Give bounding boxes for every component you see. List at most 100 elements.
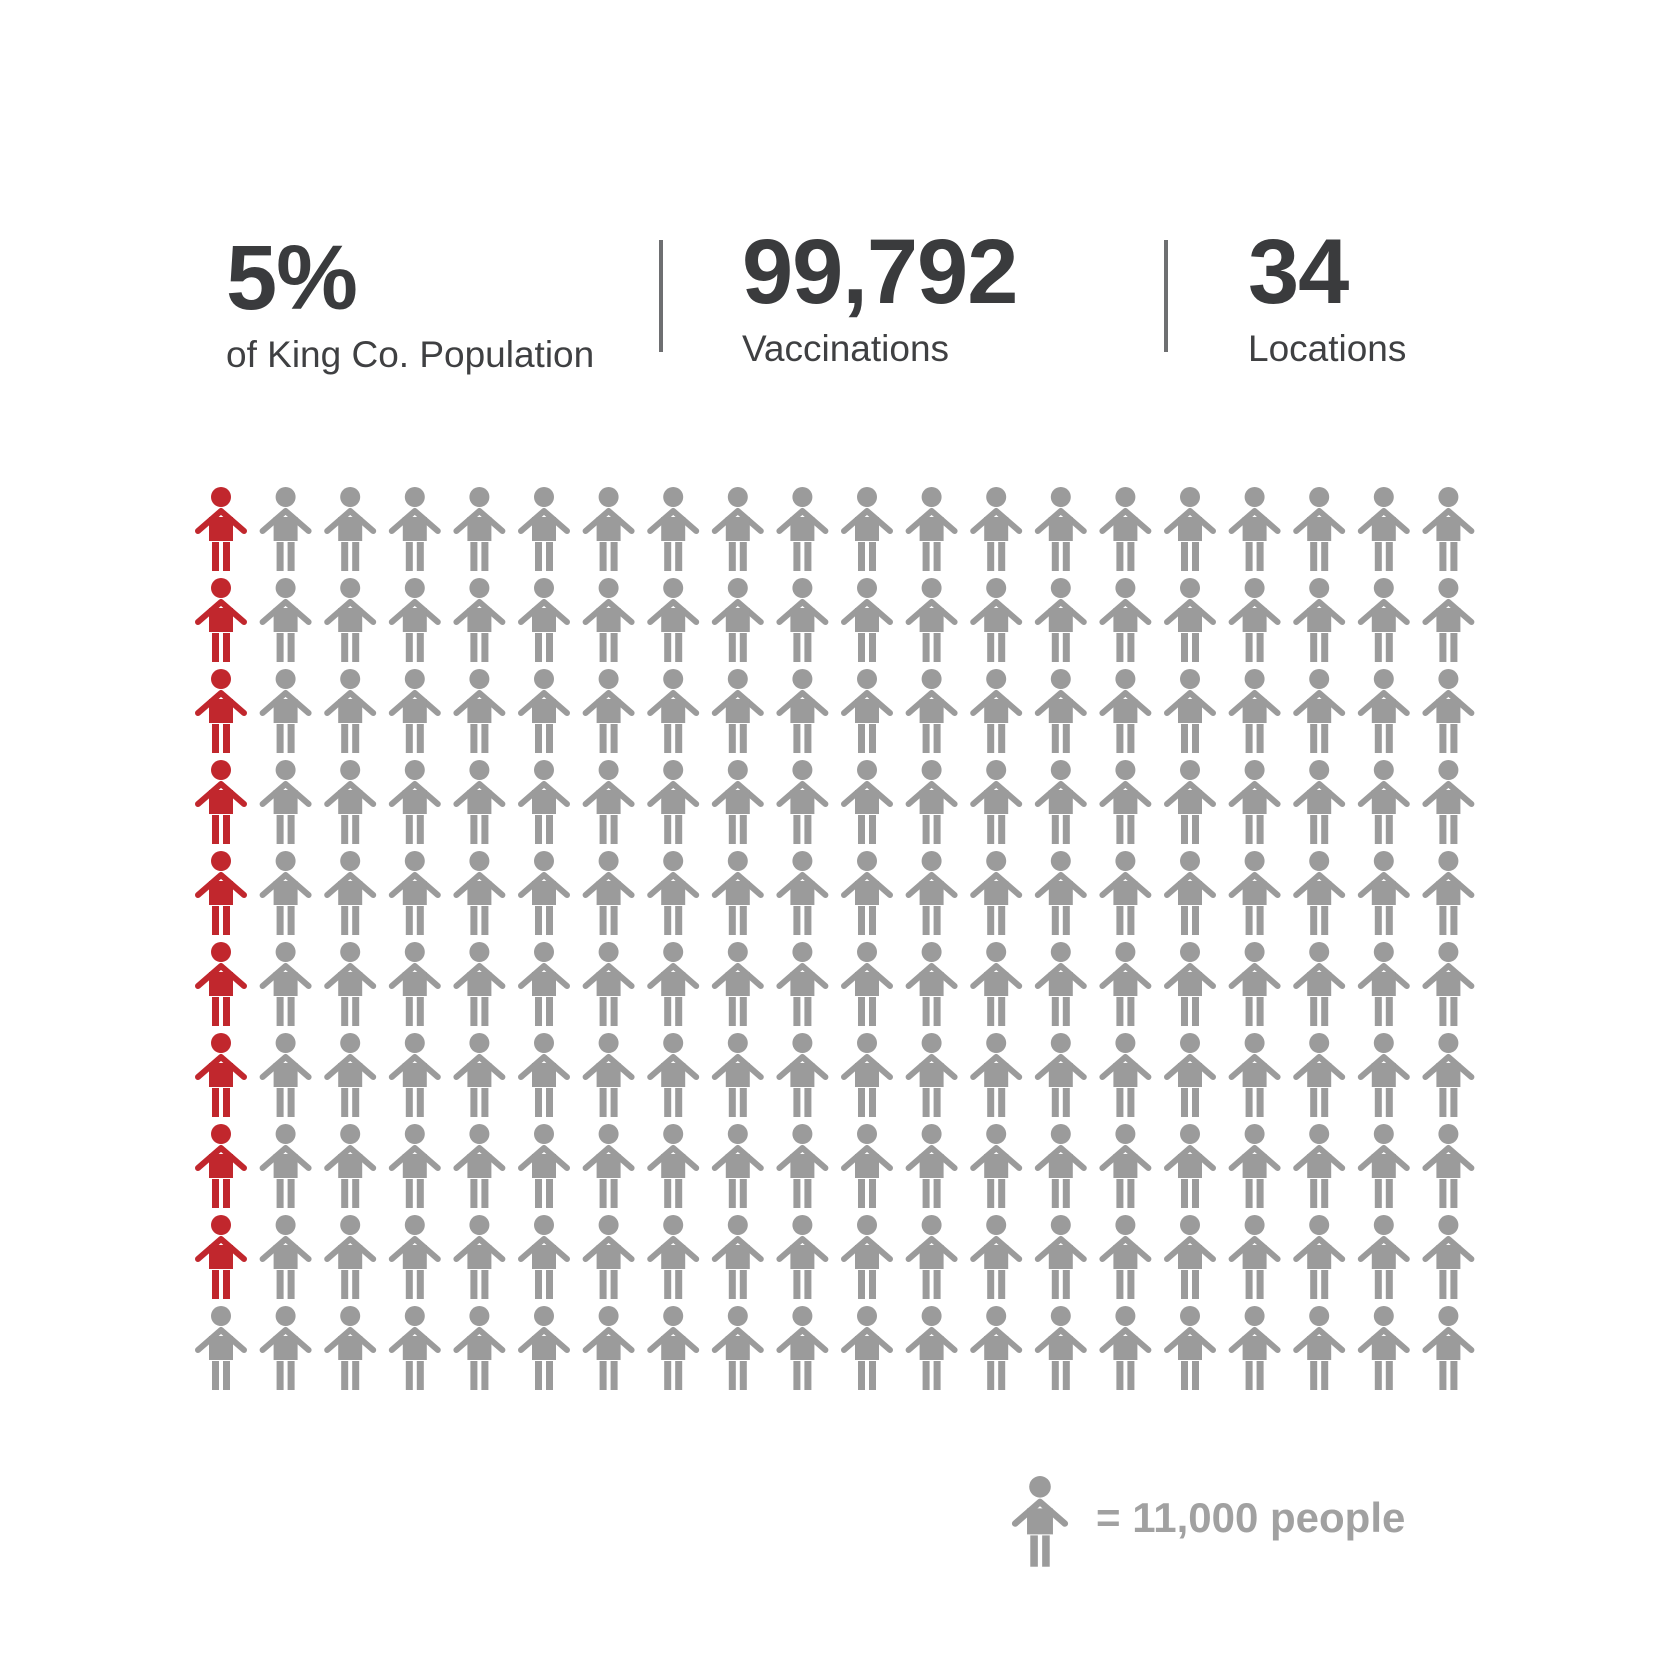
person-icon bbox=[259, 1033, 312, 1117]
person-icon bbox=[324, 487, 377, 571]
person-icon bbox=[1164, 760, 1216, 844]
person-icon bbox=[453, 851, 506, 935]
person-icon bbox=[1293, 578, 1346, 662]
person-icon bbox=[259, 851, 312, 935]
person-icon bbox=[1034, 1215, 1087, 1299]
person-icon bbox=[518, 851, 570, 935]
person-icon bbox=[582, 942, 635, 1026]
person-icon bbox=[1293, 1215, 1346, 1299]
person-icon bbox=[905, 669, 958, 753]
divider bbox=[659, 240, 663, 352]
person-icon bbox=[1293, 942, 1346, 1026]
person-icon bbox=[1034, 942, 1087, 1026]
person-icon bbox=[776, 760, 829, 844]
person-icon bbox=[259, 1215, 312, 1299]
person-icon bbox=[1164, 578, 1216, 662]
person-icon bbox=[1099, 851, 1152, 935]
person-icon bbox=[970, 1306, 1023, 1390]
person-icon bbox=[1099, 1033, 1152, 1117]
person-icon bbox=[1357, 851, 1410, 935]
person-icon bbox=[776, 1124, 829, 1208]
person-icon bbox=[841, 1124, 893, 1208]
person-icon bbox=[518, 1215, 570, 1299]
person-icon bbox=[1293, 487, 1346, 571]
person-icon bbox=[582, 1215, 635, 1299]
stat-locations: 34 Locations bbox=[1248, 226, 1406, 367]
person-icon bbox=[841, 760, 893, 844]
person-icon bbox=[453, 1033, 506, 1117]
person-icon bbox=[324, 1033, 377, 1117]
person-icon bbox=[388, 487, 441, 571]
person-icon bbox=[324, 851, 377, 935]
person-icon bbox=[647, 851, 700, 935]
person-icon bbox=[1228, 669, 1281, 753]
person-icon bbox=[1099, 578, 1152, 662]
person-icon bbox=[711, 1124, 764, 1208]
person-icon bbox=[259, 487, 312, 571]
person-icon bbox=[1422, 578, 1475, 662]
person-icon bbox=[195, 487, 247, 571]
person-icon bbox=[905, 578, 958, 662]
person-icon bbox=[324, 1306, 377, 1390]
person-icon bbox=[647, 487, 700, 571]
person-icon bbox=[711, 760, 764, 844]
person-icon bbox=[195, 1033, 247, 1117]
person-icon bbox=[970, 669, 1023, 753]
person-icon bbox=[324, 1215, 377, 1299]
person-icon bbox=[1164, 669, 1216, 753]
person-icon bbox=[711, 578, 764, 662]
person-icon bbox=[647, 669, 700, 753]
person-icon bbox=[1099, 487, 1152, 571]
person-icon bbox=[905, 851, 958, 935]
person-icon bbox=[324, 669, 377, 753]
person-icon bbox=[259, 578, 312, 662]
person-icon bbox=[970, 1215, 1023, 1299]
person-icon bbox=[1228, 1124, 1281, 1208]
person-icon bbox=[647, 1033, 700, 1117]
person-icon bbox=[453, 1306, 506, 1390]
person-icon bbox=[970, 760, 1023, 844]
person-icon bbox=[388, 1124, 441, 1208]
stat-locations-value: 34 bbox=[1248, 221, 1349, 323]
person-icon bbox=[1164, 942, 1216, 1026]
person-icon bbox=[970, 851, 1023, 935]
person-icon bbox=[388, 1033, 441, 1117]
person-icon bbox=[1357, 1306, 1410, 1390]
person-icon bbox=[1422, 942, 1475, 1026]
person-icon bbox=[388, 578, 441, 662]
person-icon bbox=[388, 851, 441, 935]
person-icon bbox=[1357, 578, 1410, 662]
person-icon bbox=[1099, 1306, 1152, 1390]
person-icon bbox=[711, 1215, 764, 1299]
person-icon bbox=[453, 760, 506, 844]
person-icon bbox=[1357, 1124, 1410, 1208]
person-icon bbox=[647, 760, 700, 844]
person-icon bbox=[970, 487, 1023, 571]
person-icon bbox=[582, 487, 635, 571]
person-icon bbox=[195, 942, 247, 1026]
person-icon bbox=[582, 669, 635, 753]
person-icon bbox=[1099, 760, 1152, 844]
person-icon bbox=[647, 1306, 700, 1390]
person-icon bbox=[1011, 1476, 1069, 1567]
person-icon bbox=[1034, 669, 1087, 753]
person-icon bbox=[582, 760, 635, 844]
person-icon bbox=[518, 1124, 570, 1208]
person-icon bbox=[1422, 1124, 1475, 1208]
person-icon bbox=[324, 760, 377, 844]
person-icon bbox=[195, 1215, 247, 1299]
person-icon bbox=[1034, 1306, 1087, 1390]
person-icon bbox=[905, 487, 958, 571]
person-icon bbox=[388, 760, 441, 844]
person-icon bbox=[1164, 487, 1216, 571]
person-icon bbox=[518, 578, 570, 662]
stat-locations-label: Locations bbox=[1248, 328, 1407, 369]
stat-population-label: of King Co. Population bbox=[226, 334, 595, 375]
person-icon bbox=[518, 487, 570, 571]
person-icon bbox=[1422, 1306, 1475, 1390]
person-icon bbox=[388, 669, 441, 753]
stat-vaccinations-label: Vaccinations bbox=[742, 328, 950, 369]
person-icon bbox=[518, 669, 570, 753]
person-icon bbox=[905, 760, 958, 844]
person-icon bbox=[1422, 1215, 1475, 1299]
